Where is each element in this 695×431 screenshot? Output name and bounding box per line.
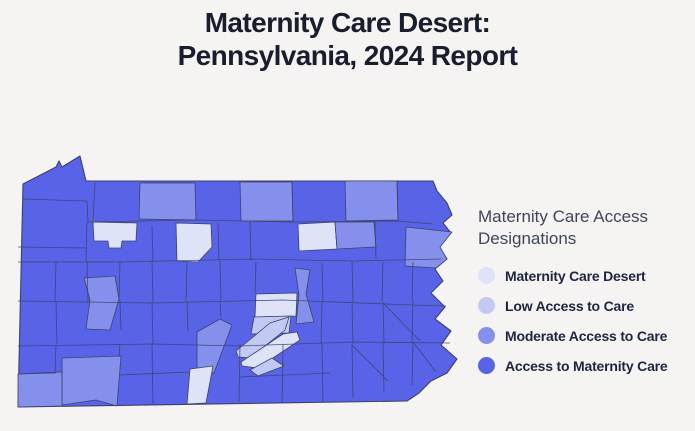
legend-item-low: Low Access to Care [478,297,690,314]
legend-title: Maternity Care Access Designations [478,206,690,250]
legend-item-moderate: Moderate Access to Care [478,327,690,344]
county-sullivan [297,221,338,252]
county-mckean [138,182,197,221]
legend-title-line1: Maternity Care Access [478,207,649,226]
page-title: Maternity Care Desert: Pennsylvania, 202… [0,6,695,72]
moderate-access-swatch-icon [478,327,495,344]
legend-label: Moderate Access to Care [505,327,668,344]
county-huntingdon [196,318,233,374]
legend: Maternity Care Access Designations Mater… [478,206,690,387]
county-borders [17,180,451,405]
legend-item-access: Access to Maternity Care [478,357,690,374]
county-wyoming [334,221,377,250]
legend-items: Maternity Care Desert Low Access to Care… [478,267,690,374]
county-montour-northumberland [294,267,315,325]
county-fulton [186,365,214,405]
legend-label: Low Access to Care [505,297,634,314]
desert-swatch-icon [478,267,495,284]
county-cameron [175,222,213,263]
page-title-line2: Pennsylvania, 2024 Report [177,40,518,71]
legend-label: Access to Maternity Care [505,357,668,374]
county-fayette [61,355,122,407]
legend-title-line2: Designations [478,229,577,248]
county-perry [249,357,285,377]
county-forest [92,221,138,249]
county-armstrong [83,275,120,331]
access-swatch-icon [478,357,495,374]
county-pike [404,226,453,269]
county-tioga [239,181,294,222]
county-greene [17,371,63,408]
low-access-swatch-icon [478,297,495,314]
county-mifflin [235,316,290,359]
county-union [254,292,298,318]
legend-item-desert: Maternity Care Desert [478,267,690,284]
legend-label: Maternity Care Desert [505,267,646,284]
county-juniata [240,331,301,369]
page-title-line1: Maternity Care Desert: [204,7,491,38]
county-susquehanna [344,180,399,222]
highlight-counties [17,180,453,408]
